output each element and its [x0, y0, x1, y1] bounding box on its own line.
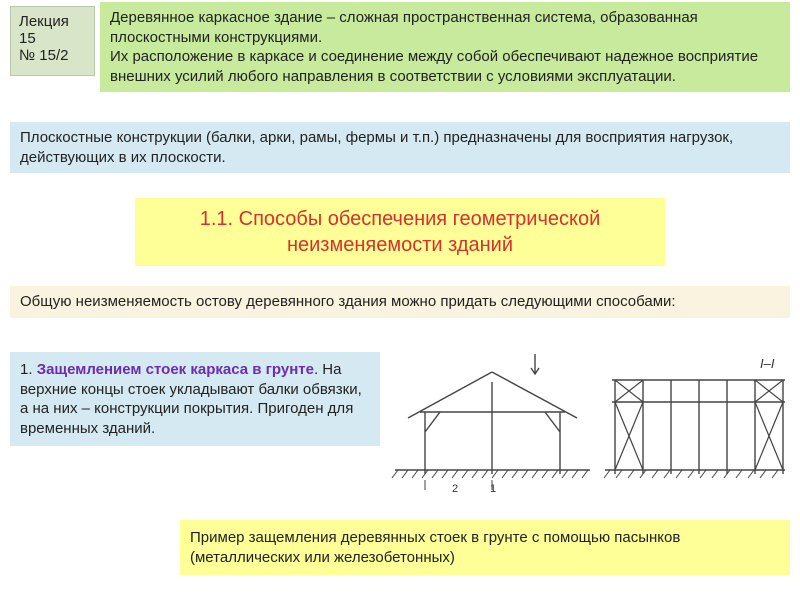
diagram-caption: Пример защемления деревянных стоек в гру… [180, 520, 790, 575]
section-heading: 1.1. Способы обеспечения геометрической … [135, 198, 665, 266]
planar-structures-note: Плоскостные конструкции (балки, арки, ра… [10, 122, 790, 173]
methods-intro: Общую неизменяемость остову деревянного … [10, 286, 790, 318]
diagram-dim-2: 1 [490, 483, 496, 495]
structural-diagram-svg: I–I 2 1 [390, 352, 790, 497]
intro-p1: Деревянное каркасное здание – сложная пр… [110, 9, 698, 46]
diagram: I–I 2 1 [390, 352, 790, 497]
lecture-line3: № 15/2 [19, 47, 86, 64]
intro-text: Деревянное каркасное здание – сложная пр… [100, 2, 790, 92]
lecture-label: Лекция 15 № 15/2 [10, 6, 95, 76]
method-1-text: 1. Защемлением стоек каркаса в грунте. Н… [10, 352, 380, 446]
method-1-bold: Защемлением стоек каркаса в грунте [37, 361, 314, 378]
method-1-num: 1. [20, 361, 37, 378]
diagram-label-section: I–I [760, 356, 775, 371]
lecture-line2: 15 [19, 30, 86, 47]
diagram-dim-1: 2 [452, 483, 458, 495]
intro-p2: Их расположение в каркасе и соединение м… [110, 48, 758, 85]
lecture-line1: Лекция [19, 13, 86, 30]
